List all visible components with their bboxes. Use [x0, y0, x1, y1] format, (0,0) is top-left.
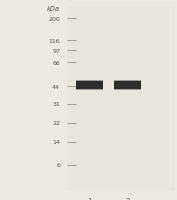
Text: 6: 6: [56, 163, 60, 167]
Text: 200: 200: [48, 17, 60, 21]
Bar: [114, 82, 141, 89]
Text: 31: 31: [52, 102, 60, 106]
Text: 22: 22: [52, 121, 60, 125]
Text: 44: 44: [52, 85, 60, 89]
Bar: [67, 7, 175, 191]
Text: 97: 97: [52, 49, 60, 53]
Text: kDa: kDa: [47, 6, 60, 12]
Bar: [76, 81, 103, 90]
Text: 1: 1: [87, 197, 92, 200]
Text: 116: 116: [48, 39, 60, 43]
Text: 2: 2: [125, 197, 130, 200]
Bar: [76, 82, 103, 89]
Text: 14: 14: [52, 140, 60, 144]
Bar: [114, 81, 141, 90]
Text: 66: 66: [52, 61, 60, 65]
